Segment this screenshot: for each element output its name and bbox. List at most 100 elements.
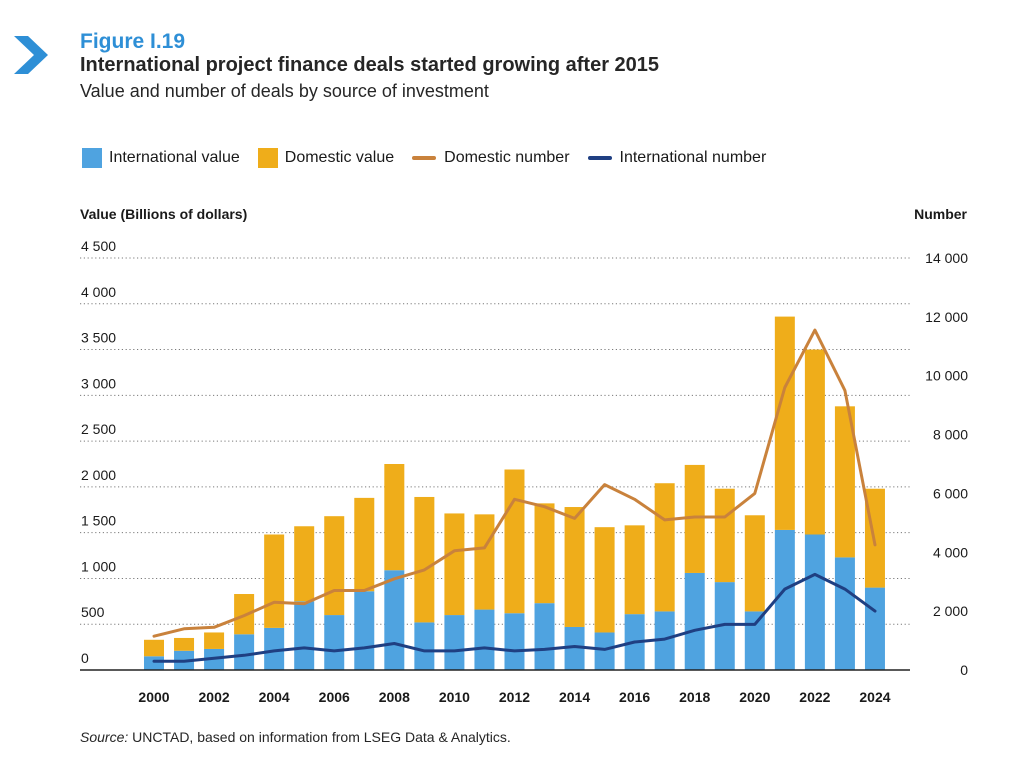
bar-domestic-value-2007: [354, 497, 375, 592]
right-tick-label: 8 000: [933, 427, 968, 443]
bar-domestic-value-2008: [384, 464, 405, 571]
bar-domestic-value-2012: [504, 469, 525, 614]
left-tick-label: 2 000: [81, 467, 116, 483]
right-tick-label: 10 000: [925, 368, 968, 384]
bar-international-value-2009: [414, 622, 435, 670]
bar-international-value-2020: [744, 611, 765, 670]
bar-international-value-2005: [294, 601, 315, 670]
legend-label: International number: [619, 149, 767, 166]
legend-label: Domestic value: [284, 149, 395, 166]
bar-international-value-2011: [474, 609, 495, 670]
legend-swatch: [412, 156, 437, 160]
legend-item-domestic-number: Domestic number: [412, 149, 570, 167]
bar-international-value-2017: [654, 611, 675, 670]
x-tick-label: 2006: [319, 689, 350, 705]
x-tick-label: 2008: [379, 689, 410, 705]
bar-domestic-value-2001: [174, 637, 195, 651]
source-prefix: Source:: [80, 729, 129, 745]
x-tick-label: 2024: [859, 689, 890, 705]
bar-domestic-value-2011: [474, 514, 495, 610]
figure-title: International project finance deals star…: [80, 54, 660, 76]
left-axis-title: Value (Billions of dollars): [80, 206, 247, 222]
bar-domestic-value-2006: [324, 516, 345, 616]
left-tick-label: 4 000: [81, 284, 116, 300]
bar-domestic-value-2009: [414, 496, 435, 623]
x-tick-label: 2018: [679, 689, 710, 705]
x-tick-label: 2020: [739, 689, 770, 705]
legend-swatch: [82, 148, 102, 168]
right-tick-label: 4 000: [933, 544, 968, 560]
line-domestic-number: [152, 328, 877, 638]
bar-international-value-2006: [324, 615, 345, 670]
figure-subtitle: Value and number of deals by source of i…: [80, 81, 489, 101]
bar-international-value-2018: [684, 572, 705, 670]
bar-international-value-2024: [864, 587, 885, 670]
left-tick-label: 0: [81, 650, 89, 666]
x-tick-label: 2000: [138, 689, 169, 705]
right-tick-label: 0: [960, 662, 968, 678]
source-text: UNCTAD, based on information from LSEG D…: [128, 729, 511, 745]
source-note: Source: UNCTAD, based on information fro…: [80, 729, 511, 745]
right-axis-title: Number: [914, 206, 967, 222]
bar-domestic-value-2022: [804, 349, 825, 535]
x-tick-label: 2022: [799, 689, 830, 705]
bar-international-value-2008: [384, 570, 405, 670]
legend-label: International value: [109, 149, 240, 166]
bar-domestic-value-2000: [144, 639, 164, 657]
bar-domestic-value-2021: [774, 316, 795, 530]
left-tick-label: 1 000: [81, 558, 116, 574]
bar-international-value-2013: [534, 603, 555, 670]
chart-legend: International value Domestic value Domesti…: [82, 148, 784, 168]
left-tick-label: 2 500: [81, 421, 116, 437]
bar-international-value-2004: [264, 627, 285, 670]
bar-international-value-2022: [804, 534, 825, 670]
bar-international-value-2019: [714, 582, 735, 670]
legend-item-international-number: International number: [587, 149, 767, 167]
bar-international-value-2003: [234, 634, 255, 670]
left-tick-label: 3 500: [81, 330, 116, 346]
legend-swatch: [587, 156, 612, 160]
chevron-right-icon: [14, 36, 48, 74]
bar-international-value-2015: [594, 632, 615, 670]
left-tick-label: 1 500: [81, 513, 116, 529]
bar-domestic-value-2004: [264, 534, 285, 628]
bar-domestic-value-2013: [534, 503, 555, 604]
line-international-number: [152, 572, 877, 663]
left-tick-label: 4 500: [81, 238, 116, 254]
x-tick-label: 2014: [559, 689, 590, 705]
figure-label: Figure I.19: [80, 30, 186, 53]
right-tick-label: 14 000: [925, 250, 968, 266]
bar-international-value-2010: [444, 615, 465, 670]
bar-domestic-value-2002: [204, 632, 225, 649]
chart: Value (Billions of dollars) Number 0 500 1 0…: [80, 206, 968, 705]
bar-international-value-2023: [834, 557, 855, 670]
legend-item-domestic-value: Domestic value: [257, 148, 395, 168]
bar-domestic-value-2020: [744, 515, 765, 612]
bar-international-value-2007: [354, 591, 375, 670]
bar-domestic-value-2017: [654, 483, 675, 612]
x-tick-label: 2010: [439, 689, 470, 705]
bar-domestic-value-2014: [564, 507, 585, 627]
legend-label: Domestic number: [444, 149, 570, 166]
right-tick-label: 2 000: [933, 603, 968, 619]
bar-domestic-value-2005: [294, 526, 315, 602]
bar-international-value-2014: [564, 626, 585, 670]
right-tick-label: 12 000: [925, 309, 968, 325]
right-tick-label: 6 000: [933, 485, 968, 501]
legend-swatch: [257, 148, 278, 168]
bar-domestic-value-2023: [834, 406, 855, 558]
bar-international-value-2000: [144, 656, 164, 670]
bar-domestic-value-2019: [714, 488, 735, 583]
left-tick-label: 3 000: [81, 375, 116, 391]
bar-international-value-2012: [504, 613, 525, 670]
left-tick-label: 500: [81, 604, 105, 620]
bar-domestic-value-2010: [444, 513, 465, 616]
x-tick-label: 2004: [259, 689, 290, 705]
x-tick-label: 2016: [619, 689, 650, 705]
bar-domestic-value-2016: [624, 525, 645, 615]
bar-domestic-value-2015: [594, 527, 615, 633]
bar-international-value-2021: [774, 529, 795, 670]
x-tick-label: 2002: [199, 689, 230, 705]
legend-item-international-value: International value: [82, 148, 240, 168]
x-tick-label: 2012: [499, 689, 530, 705]
